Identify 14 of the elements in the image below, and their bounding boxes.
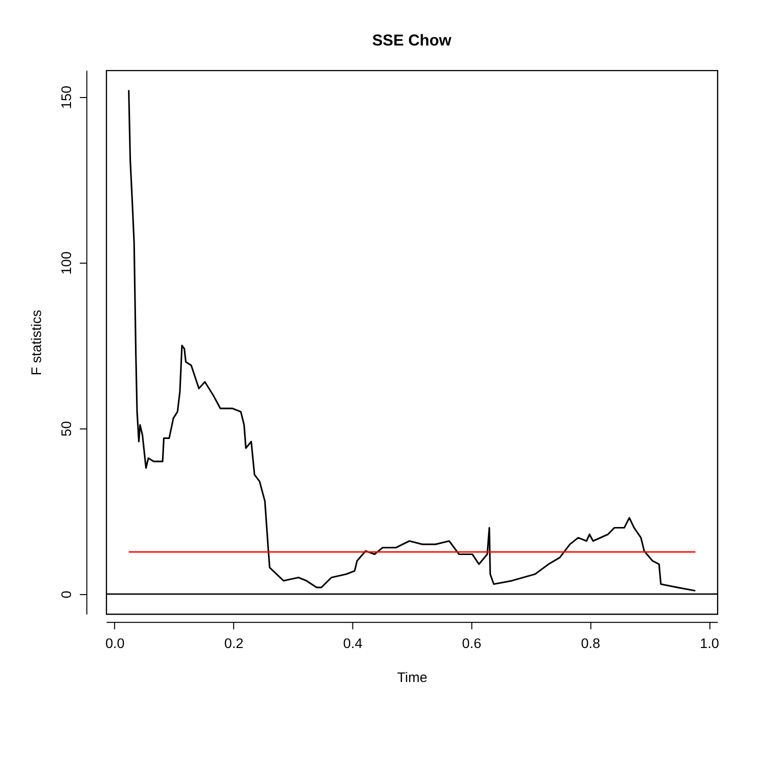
x-tick-label: 0.2	[224, 635, 244, 652]
x-tick-label: 0.0	[105, 635, 125, 652]
y-axis-title: F statistics	[28, 310, 44, 376]
x-tick-label: 0.6	[462, 635, 482, 652]
y-tick-label: 150	[58, 85, 74, 109]
x-tick-label: 0.8	[580, 635, 601, 652]
x-tick-label: 1.0	[700, 635, 720, 652]
chart-title: SSE Chow	[372, 32, 452, 50]
y-tick-label: 100	[58, 251, 74, 275]
line-series	[128, 89, 696, 592]
x-tick-label: 0.4	[343, 635, 363, 652]
y-tick-label: 0	[58, 590, 74, 598]
x-axis-title: Time	[397, 668, 428, 685]
y-tick-label: 50	[58, 420, 74, 436]
